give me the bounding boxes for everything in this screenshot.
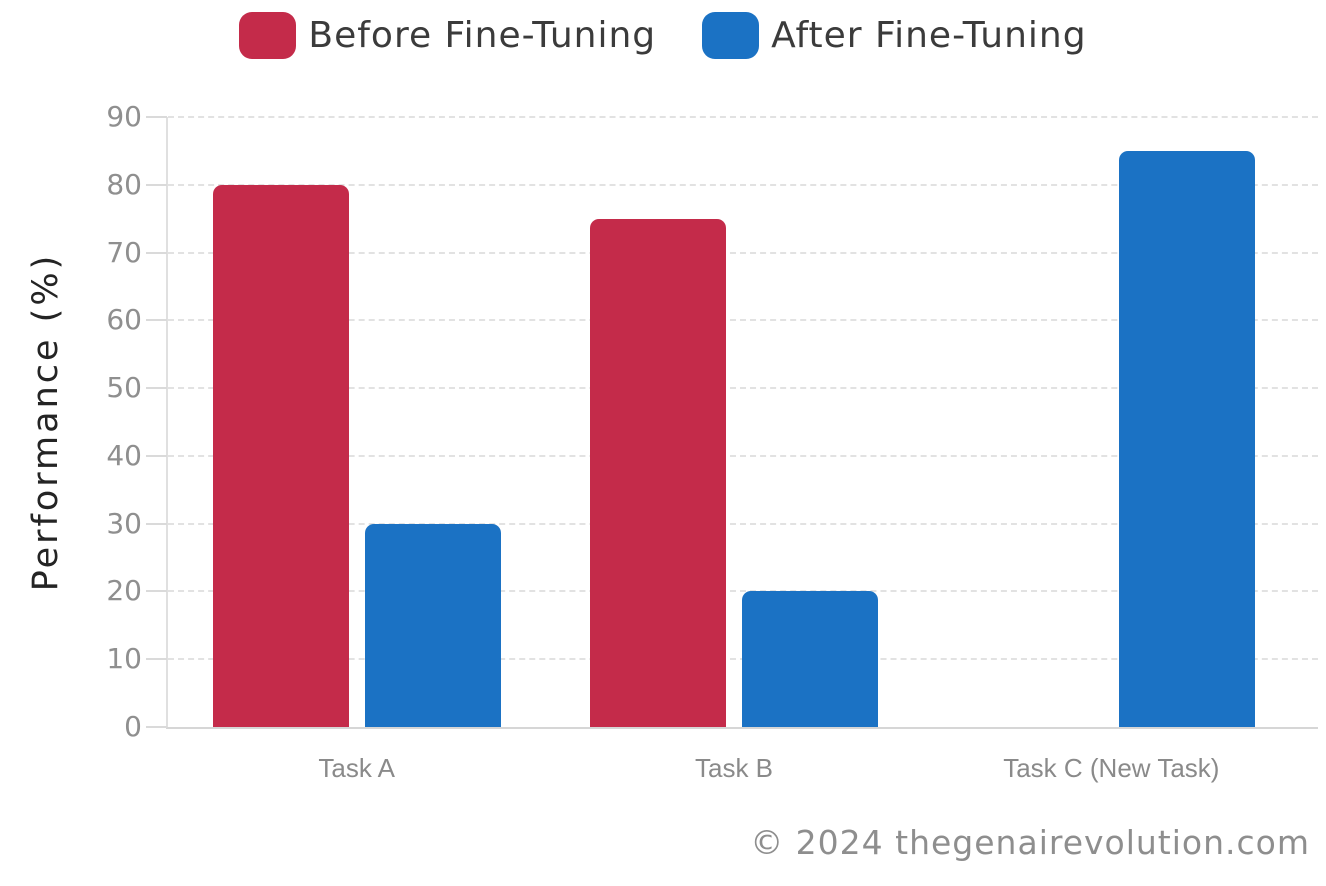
bar-task-c-new-task-after-fine-tuning xyxy=(1119,150,1256,727)
bar-task-b-after-fine-tuning xyxy=(742,591,878,727)
y-tick-mark-60 xyxy=(146,319,167,322)
y-tick-mark-20 xyxy=(146,590,167,593)
bar-task-a-after-fine-tuning xyxy=(364,523,501,727)
copyright-text: © 2024 thegenairevolution.com xyxy=(750,823,1310,862)
y-tick-mark-80 xyxy=(146,183,167,186)
y-tick-mark-40 xyxy=(146,454,167,457)
y-tick-mark-70 xyxy=(146,251,167,254)
gridline-50 xyxy=(168,387,1318,390)
y-axis-line xyxy=(166,117,168,727)
y-tick-mark-10 xyxy=(146,658,167,661)
x-axis-line xyxy=(166,727,1318,729)
gridline-70 xyxy=(168,251,1318,254)
y-tick-label-60: 60 xyxy=(106,303,142,337)
x-tick-label-task-b: Task B xyxy=(694,753,774,783)
gridline-60 xyxy=(168,319,1318,322)
legend-swatch-after-fine-tuning xyxy=(702,12,760,59)
legend-label: After Fine-Tuning xyxy=(771,15,1087,56)
gridline-40 xyxy=(168,454,1318,457)
plot-area xyxy=(166,116,1318,729)
y-tick-label-70: 70 xyxy=(106,235,142,269)
y-tick-label-0: 0 xyxy=(124,710,142,743)
gridline-90 xyxy=(168,116,1318,118)
y-tick-label-40: 40 xyxy=(106,438,142,472)
y-tick-mark-30 xyxy=(146,522,167,525)
y-tick-label-30: 30 xyxy=(106,506,142,540)
y-tick-label-90: 90 xyxy=(106,100,142,133)
bar-task-a-before-fine-tuning xyxy=(212,184,349,727)
y-tick-label-80: 80 xyxy=(106,167,142,201)
y-tick-mark-0 xyxy=(146,726,167,728)
legend-swatch-before-fine-tuning xyxy=(239,12,297,59)
y-tick-mark-50 xyxy=(146,387,167,390)
gridline-20 xyxy=(168,590,1318,593)
y-tick-label-10: 10 xyxy=(106,642,142,676)
y-tick-label-50: 50 xyxy=(106,371,142,405)
legend-label: Before Fine-Tuning xyxy=(308,15,657,56)
legend-item-before-fine-tuning[interactable]: Before Fine-Tuning xyxy=(239,12,656,59)
x-tick-label-task-c-new-task: Task C (New Task) xyxy=(1003,753,1220,783)
x-tick-label-task-a: Task A xyxy=(318,753,395,783)
y-tick-label-20: 20 xyxy=(106,574,142,608)
legend-item-after-fine-tuning[interactable]: After Fine-Tuning xyxy=(702,12,1086,59)
gridline-30 xyxy=(168,522,1318,525)
bar-task-b-before-fine-tuning xyxy=(590,218,726,727)
gridline-80 xyxy=(168,183,1318,186)
y-tick-mark-90 xyxy=(146,116,167,118)
chart-legend: Before Fine-Tuning After Fine-Tuning xyxy=(0,12,1326,59)
